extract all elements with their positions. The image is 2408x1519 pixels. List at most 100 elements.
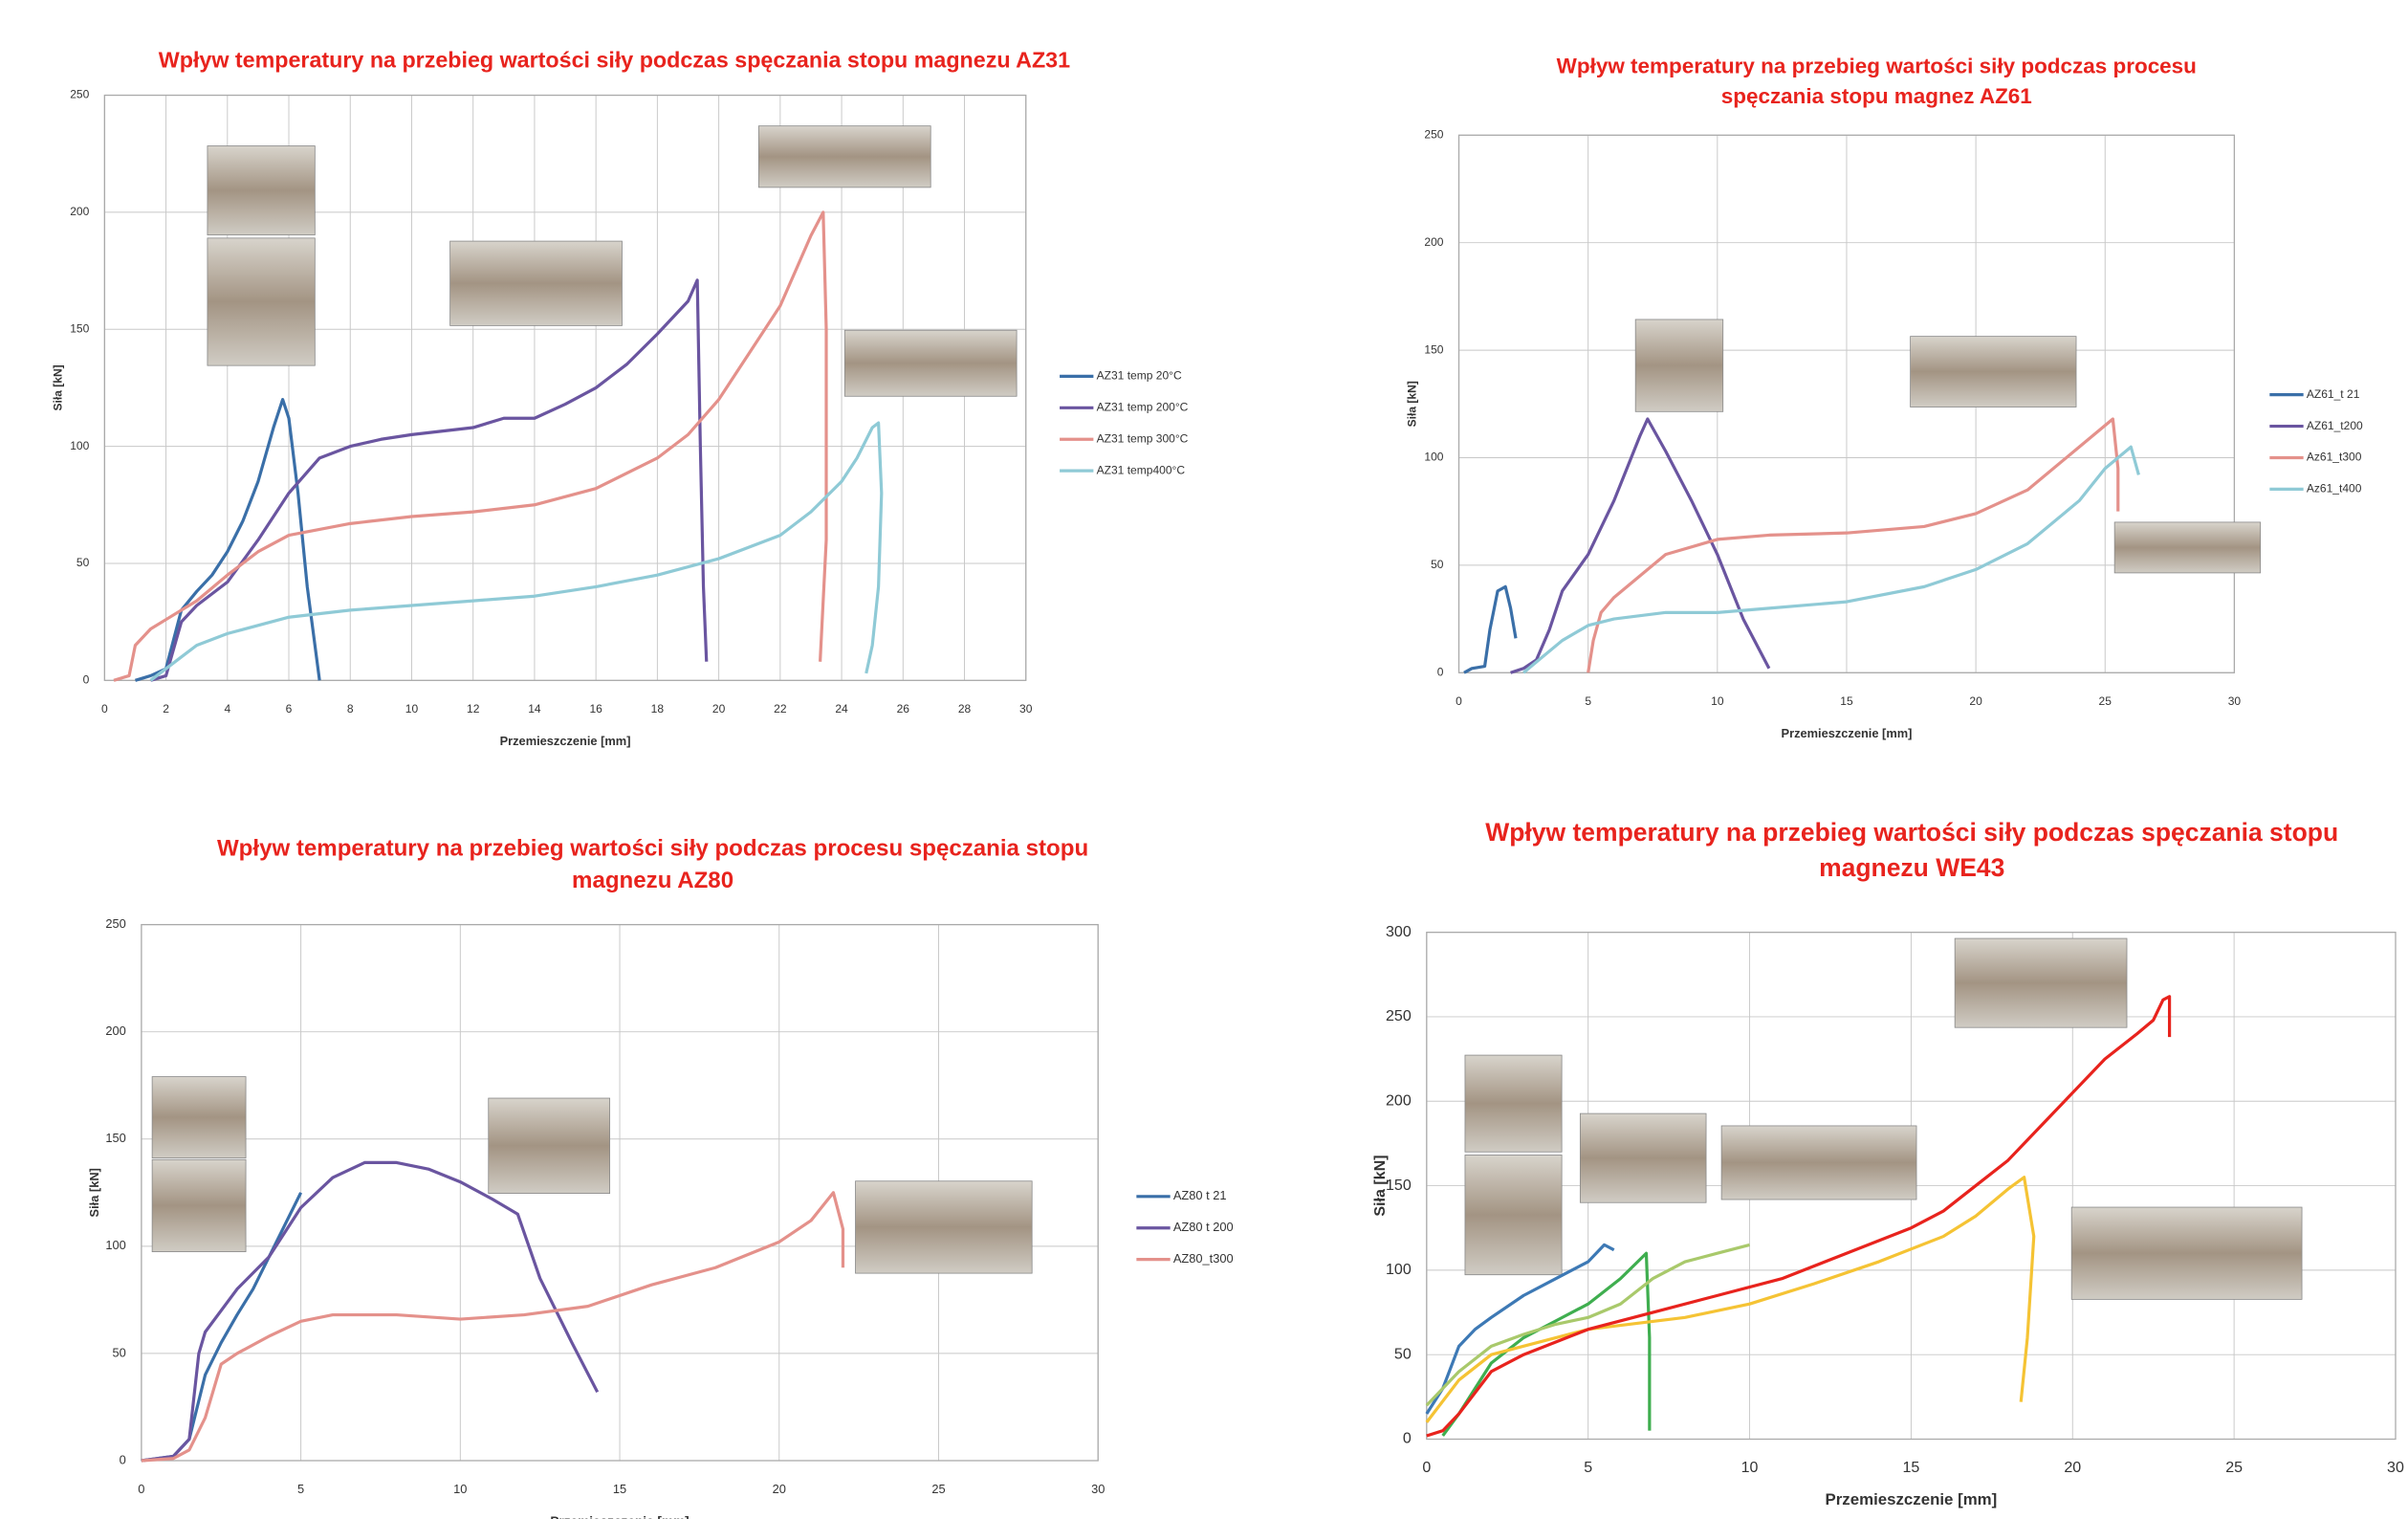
y-axis-label: Siła [kN] xyxy=(51,364,64,410)
y-tick-label: 200 xyxy=(1424,235,1443,249)
x-tick-label: 5 xyxy=(1584,1459,1592,1476)
y-tick-label: 250 xyxy=(105,916,125,931)
specimen-photo xyxy=(152,1077,246,1158)
specimen-photo xyxy=(1955,938,2127,1027)
chart-title: Wpływ temperatury na przebieg wartości s… xyxy=(1485,818,2338,847)
x-tick-label: 10 xyxy=(1711,694,1724,708)
y-tick-label: 150 xyxy=(70,321,89,335)
x-tick-label: 28 xyxy=(958,702,972,715)
series-line xyxy=(142,1193,843,1461)
y-axis-label: Siła [kN] xyxy=(1371,1155,1389,1216)
y-tick-label: 0 xyxy=(83,672,90,686)
y-axis-label: Siła [kN] xyxy=(87,1168,101,1217)
x-tick-label: 0 xyxy=(1422,1459,1431,1476)
x-tick-label: 5 xyxy=(1585,694,1591,708)
y-tick-label: 50 xyxy=(1431,558,1444,571)
specimen-photo xyxy=(450,241,623,325)
chart-title: spęczania stopu magnez AZ61 xyxy=(1721,84,2032,108)
x-tick-label: 2 xyxy=(163,702,169,715)
specimen-photo xyxy=(1465,1055,1562,1152)
legend-label: AZ61_t200 xyxy=(2307,419,2363,432)
y-tick-label: 250 xyxy=(1386,1007,1412,1024)
x-tick-label: 16 xyxy=(589,702,602,715)
x-tick-label: 15 xyxy=(1902,1459,1919,1476)
legend-label: AZ80 t 21 xyxy=(1173,1188,1227,1202)
y-tick-label: 100 xyxy=(1424,451,1443,464)
legend-label: Az61_t400 xyxy=(2307,482,2362,495)
x-tick-label: 0 xyxy=(1456,694,1462,708)
specimen-photo xyxy=(2071,1207,2302,1299)
legend-label: AZ31 temp 300°C xyxy=(1097,431,1189,445)
x-tick-label: 20 xyxy=(773,1482,786,1496)
legend-label: AZ80 t 200 xyxy=(1173,1220,1234,1234)
specimen-photo xyxy=(1721,1126,1916,1200)
y-tick-label: 50 xyxy=(113,1345,126,1359)
specimen-photo xyxy=(1580,1113,1706,1202)
x-tick-label: 30 xyxy=(1019,702,1033,715)
y-tick-label: 0 xyxy=(120,1452,126,1466)
specimen-photo xyxy=(208,238,315,365)
chart-title: magnezu WE43 xyxy=(1819,853,2004,882)
legend-label: Az61_t300 xyxy=(2307,451,2362,464)
specimen-photo xyxy=(208,146,315,235)
legend-label: AZ31 temp 20°C xyxy=(1097,369,1182,383)
specimen-photo xyxy=(844,330,1017,396)
series-line xyxy=(1511,419,1769,672)
chart-title: magnezu AZ80 xyxy=(572,868,733,893)
specimen-photo xyxy=(2114,522,2261,573)
x-axis-label: Przemieszczenie [mm] xyxy=(1826,1490,1998,1508)
x-tick-label: 8 xyxy=(347,702,354,715)
y-tick-label: 250 xyxy=(70,88,89,101)
specimen-photo xyxy=(1911,337,2076,407)
chart-title: Wpływ temperatury na przebieg wartości s… xyxy=(217,835,1088,861)
chart-title: Wpływ temperatury na przebieg wartości s… xyxy=(159,47,1070,72)
x-tick-label: 20 xyxy=(2064,1459,2081,1476)
x-tick-label: 12 xyxy=(467,702,480,715)
y-tick-label: 200 xyxy=(105,1024,125,1038)
x-tick-label: 25 xyxy=(2225,1459,2243,1476)
y-tick-label: 50 xyxy=(77,556,90,569)
specimen-photo xyxy=(1465,1155,1562,1274)
y-tick-label: 250 xyxy=(1424,127,1443,141)
x-tick-label: 14 xyxy=(528,702,541,715)
y-tick-label: 300 xyxy=(1386,923,1412,940)
y-tick-label: 0 xyxy=(1403,1430,1412,1447)
legend-label: AZ31 temp400°C xyxy=(1097,463,1186,476)
y-tick-label: 100 xyxy=(70,439,89,452)
x-tick-label: 25 xyxy=(931,1482,945,1496)
x-tick-label: 15 xyxy=(613,1482,626,1496)
x-tick-label: 30 xyxy=(2228,694,2242,708)
y-tick-label: 0 xyxy=(1437,665,1444,678)
x-tick-label: 24 xyxy=(835,702,848,715)
x-axis-label: Przemieszczenie [mm] xyxy=(1782,726,1913,740)
y-tick-label: 150 xyxy=(1386,1177,1412,1194)
y-tick-label: 50 xyxy=(1394,1345,1412,1362)
series-line xyxy=(1464,586,1516,672)
x-tick-label: 10 xyxy=(453,1482,467,1496)
y-tick-label: 150 xyxy=(1424,342,1443,356)
x-tick-label: 0 xyxy=(101,702,108,715)
figure: Wpływ temperatury na przebieg wartości s… xyxy=(0,0,2408,1519)
x-axis-label: Przemieszczenie [mm] xyxy=(500,734,631,748)
x-tick-label: 4 xyxy=(224,702,230,715)
specimen-photo xyxy=(152,1159,246,1251)
series-line xyxy=(1523,447,2138,672)
y-tick-label: 100 xyxy=(105,1238,125,1252)
y-tick-label: 200 xyxy=(70,205,89,218)
x-tick-label: 22 xyxy=(774,702,787,715)
specimen-photo xyxy=(489,1098,610,1194)
x-tick-label: 25 xyxy=(2099,694,2112,708)
x-tick-label: 30 xyxy=(1091,1482,1105,1496)
specimen-photo xyxy=(758,126,930,187)
legend-label: AZ80_t300 xyxy=(1173,1251,1234,1266)
x-tick-label: 5 xyxy=(297,1482,304,1496)
y-axis-label: Siła [kN] xyxy=(1406,381,1419,427)
x-tick-label: 20 xyxy=(1969,694,1982,708)
specimen-photo xyxy=(856,1181,1033,1273)
specimen-photo xyxy=(1635,319,1723,411)
x-axis-label: Przemieszczenie [mm] xyxy=(550,1514,689,1519)
page: Wpływ temperatury na przebieg wartości s… xyxy=(0,0,2408,1519)
x-tick-label: 15 xyxy=(1840,694,1853,708)
legend-label: AZ31 temp 200°C xyxy=(1097,400,1189,413)
y-tick-label: 200 xyxy=(1386,1091,1412,1109)
